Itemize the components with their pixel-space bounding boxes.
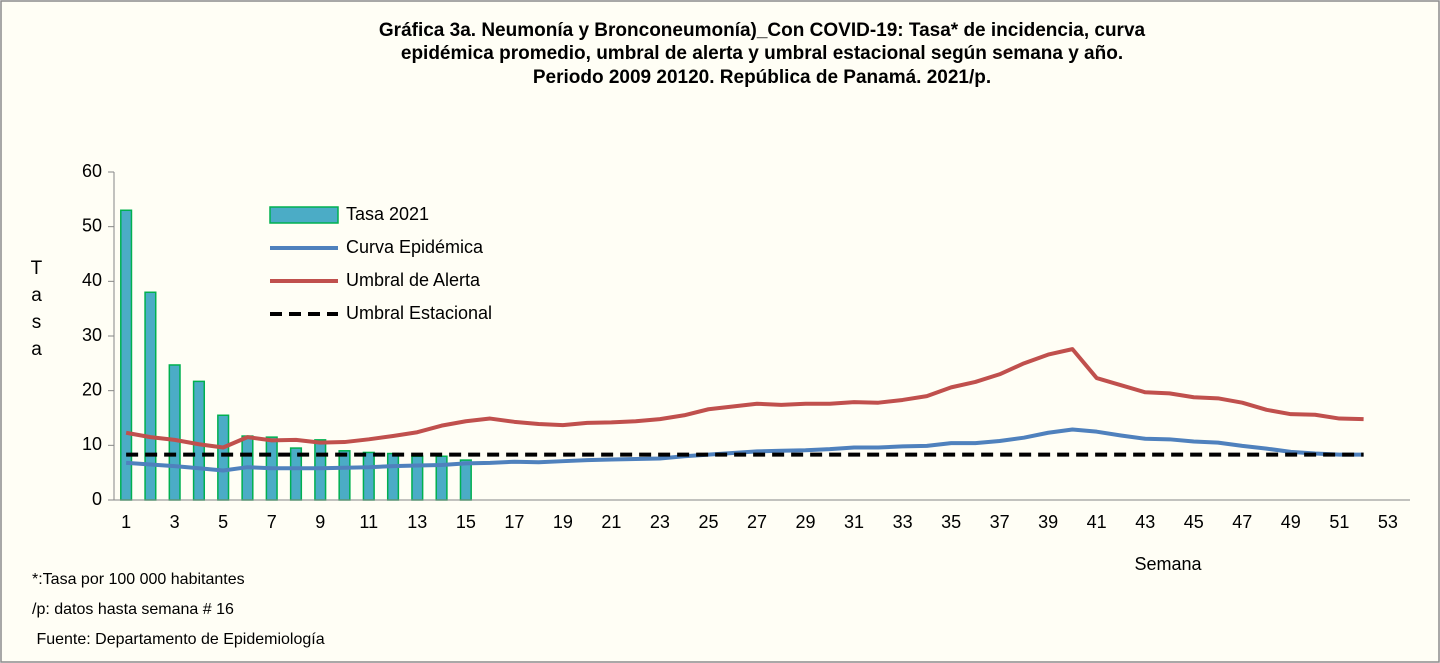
y-axis-label: Tasa [26,258,47,366]
x-tick-label: 5 [218,512,228,532]
x-tick-label: 15 [456,512,476,532]
y-tick-label: 10 [82,434,102,454]
x-tick-label: 3 [170,512,180,532]
line-series [125,427,1364,473]
y-tick-label: 50 [82,215,102,235]
x-tick-label: 45 [1184,512,1204,532]
x-axis-label: Semana [1134,554,1202,574]
x-tick-label: 47 [1232,512,1252,532]
bar [217,414,230,501]
legend-swatch [269,206,339,224]
legend-label: Tasa 2021 [346,204,429,224]
footnote: Fuente: Departamento de Epidemiología [32,631,325,648]
x-tick-label: 7 [267,512,277,532]
footnote: *:Tasa por 100 000 habitantes [32,571,245,588]
chart-title: epidémica promedio, umbral de alerta y u… [401,43,1123,64]
x-tick-label: 21 [601,512,621,532]
x-tick-label: 13 [407,512,427,532]
bar [459,459,472,501]
x-tick-label: 39 [1038,512,1058,532]
chart-title: Gráfica 3a. Neumonía y Bronconeumonía)_C… [379,20,1146,41]
x-tick-label: 53 [1378,512,1398,532]
y-tick-label: 0 [92,489,102,509]
x-tick-label: 11 [359,512,378,532]
bar [411,455,424,501]
x-tick-label: 33 [893,512,913,532]
x-tick-label: 51 [1329,512,1349,532]
line-series [125,347,1364,450]
x-tick-label: 49 [1281,512,1301,532]
bar [386,452,400,501]
x-tick-label: 25 [698,512,718,532]
x-tick-label: 41 [1087,512,1107,532]
y-tick-label: 20 [82,379,102,399]
footnote: /p: datos hasta semana # 16 [32,601,234,618]
x-tick-label: 35 [941,512,961,532]
y-tick-label: 30 [82,325,102,345]
x-tick-label: 1 [121,512,131,532]
x-tick-label: 29 [796,512,816,532]
chart-title: Periodo 2009 20120. República de Panamá.… [533,67,991,88]
legend-label: Umbral de Alerta [346,270,481,290]
x-tick-label: 31 [844,512,864,532]
bar [144,291,157,501]
y-tick-label: 60 [82,161,102,181]
x-tick-label: 17 [504,512,524,532]
bar [192,380,206,501]
x-tick-label: 27 [747,512,767,532]
x-tick-label: 23 [650,512,670,532]
x-tick-label: 37 [990,512,1010,532]
bar [168,364,181,501]
bar [338,450,351,501]
bar [362,451,375,501]
legend-label: Umbral Estacional [346,303,492,323]
x-tick-label: 9 [315,512,325,532]
x-tick-label: 19 [553,512,573,532]
legend-label: Curva Epidémica [346,237,484,257]
x-tick-label: 43 [1135,512,1155,532]
y-tick-label: 40 [82,270,102,290]
